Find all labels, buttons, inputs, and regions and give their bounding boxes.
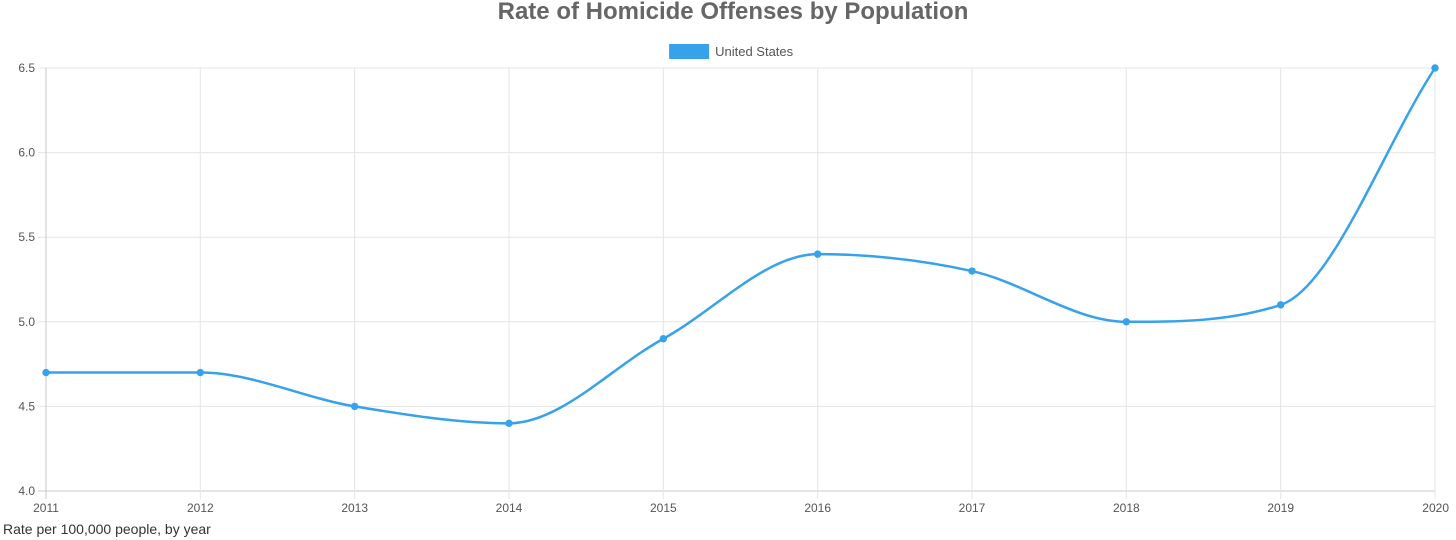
chart-title: Rate of Homicide Offenses by Population [498,0,969,25]
data-point [42,368,50,377]
y-tick-label: 5.5 [18,230,35,244]
data-point [350,402,359,411]
y-tick-label: 6.5 [18,61,35,75]
x-tick-label: 2020 [1422,501,1449,515]
x-tick-label: 2017 [959,501,986,515]
y-axis: 4.0 4.5 5.0 5.5 6.0 6.5 [18,61,35,498]
data-point [813,250,822,258]
x-tick-label: 2011 [33,501,59,515]
legend-swatch [669,44,710,59]
data-point [1276,301,1285,309]
chart-caption: Rate per 100,000 people, by year [3,521,211,537]
y-tick-label: 6.0 [18,146,35,160]
x-tick-label: 2014 [496,501,523,515]
grid [38,67,1436,499]
legend-label: United States [715,44,794,59]
y-tick-label: 4.5 [18,399,35,413]
x-tick-label: 2013 [341,501,368,515]
series-group [42,64,1439,428]
data-point [196,368,205,377]
x-tick-label: 2015 [650,501,677,515]
data-point [968,267,976,275]
series-line [46,67,1437,425]
data-point [1122,318,1131,326]
x-tick-label: 2012 [187,501,214,515]
x-axis: 2011 2012 2013 2014 2015 2016 2017 2018 2019 2020 [33,501,1449,515]
y-tick-label: 4.0 [18,484,35,498]
x-tick-label: 2018 [1113,501,1140,515]
legend: United States [669,44,794,59]
y-tick-label: 5.0 [18,315,35,329]
x-tick-label: 2019 [1267,501,1294,515]
data-point [659,335,668,343]
data-point [1431,64,1439,72]
x-tick-label: 2016 [804,501,831,515]
data-point [505,419,513,428]
